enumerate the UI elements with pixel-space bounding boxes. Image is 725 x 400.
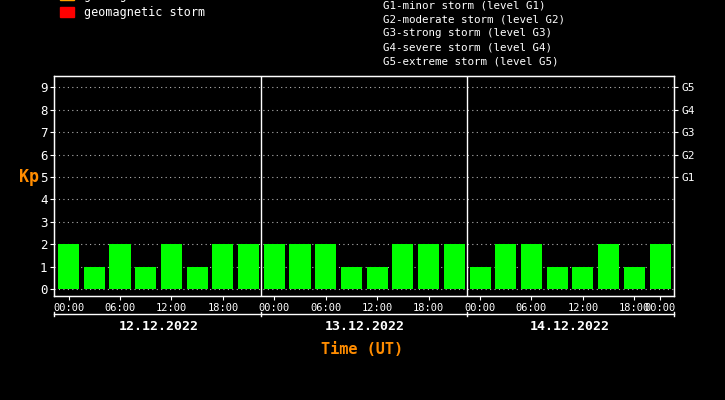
Bar [367,267,388,289]
Bar [238,244,259,289]
Bar [315,244,336,289]
Bar [470,267,491,289]
Bar [650,244,671,289]
Bar [573,267,594,289]
Bar [212,244,233,289]
Text: 14.12.2022: 14.12.2022 [530,320,610,332]
Bar [341,267,362,289]
Bar [444,244,465,289]
Text: G1-minor storm (level G1)
G2-moderate storm (level G2)
G3-strong storm (level G3: G1-minor storm (level G1) G2-moderate st… [383,0,565,66]
Bar [289,244,310,289]
Bar [598,244,619,289]
Bar [83,267,105,289]
Bar [521,244,542,289]
Bar [547,267,568,289]
Bar [624,267,645,289]
Bar [109,244,130,289]
Legend: geomagnetic calm, geomagnetic disturbances, geomagnetic storm: geomagnetic calm, geomagnetic disturbanc… [60,0,255,19]
Text: 13.12.2022: 13.12.2022 [324,320,405,332]
Bar [392,244,413,289]
Bar [186,267,207,289]
Bar [264,244,285,289]
Bar [161,244,182,289]
Text: 12.12.2022: 12.12.2022 [119,320,199,332]
Bar [418,244,439,289]
Y-axis label: Kp: Kp [19,168,39,186]
Bar [495,244,516,289]
Text: Time (UT): Time (UT) [321,342,404,358]
Bar [135,267,156,289]
Bar [58,244,79,289]
